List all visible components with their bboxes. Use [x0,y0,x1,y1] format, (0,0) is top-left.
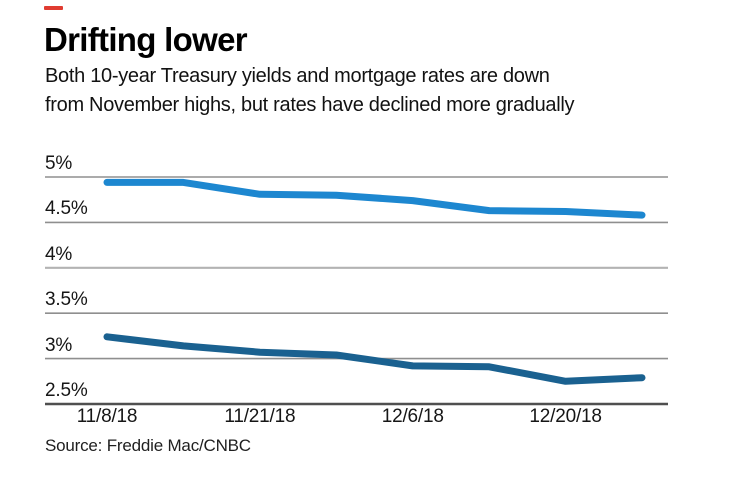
source-note: Source: Freddie Mac/CNBC [45,436,251,455]
x-tick-label: 11/8/18 [76,406,138,427]
y-tick-label: 3% [45,334,73,356]
subtitle-line-2: from November highs, but rates have decl… [45,94,575,116]
y-tick-label: 5% [45,153,73,174]
y-tick-label: 4.5% [45,198,88,220]
chart-subtitle: Both 10-year Treasury yields and mortgag… [45,62,575,120]
treasury-yield-line [103,333,646,385]
x-tick-label: 12/20/18 [529,406,602,427]
y-tick-label: 4% [45,243,73,265]
mortgage-rate-line [103,178,646,219]
y-tick-label: 2.5% [45,380,88,401]
x-tick-label: 11/21/18 [224,406,296,427]
page-title: Drifting lower [44,21,248,58]
accent-dash [44,6,63,10]
y-tick-label: 3.5% [45,289,88,311]
subtitle-line-1: Both 10-year Treasury yields and mortgag… [45,65,550,87]
x-tick-label: 12/6/18 [381,406,444,427]
